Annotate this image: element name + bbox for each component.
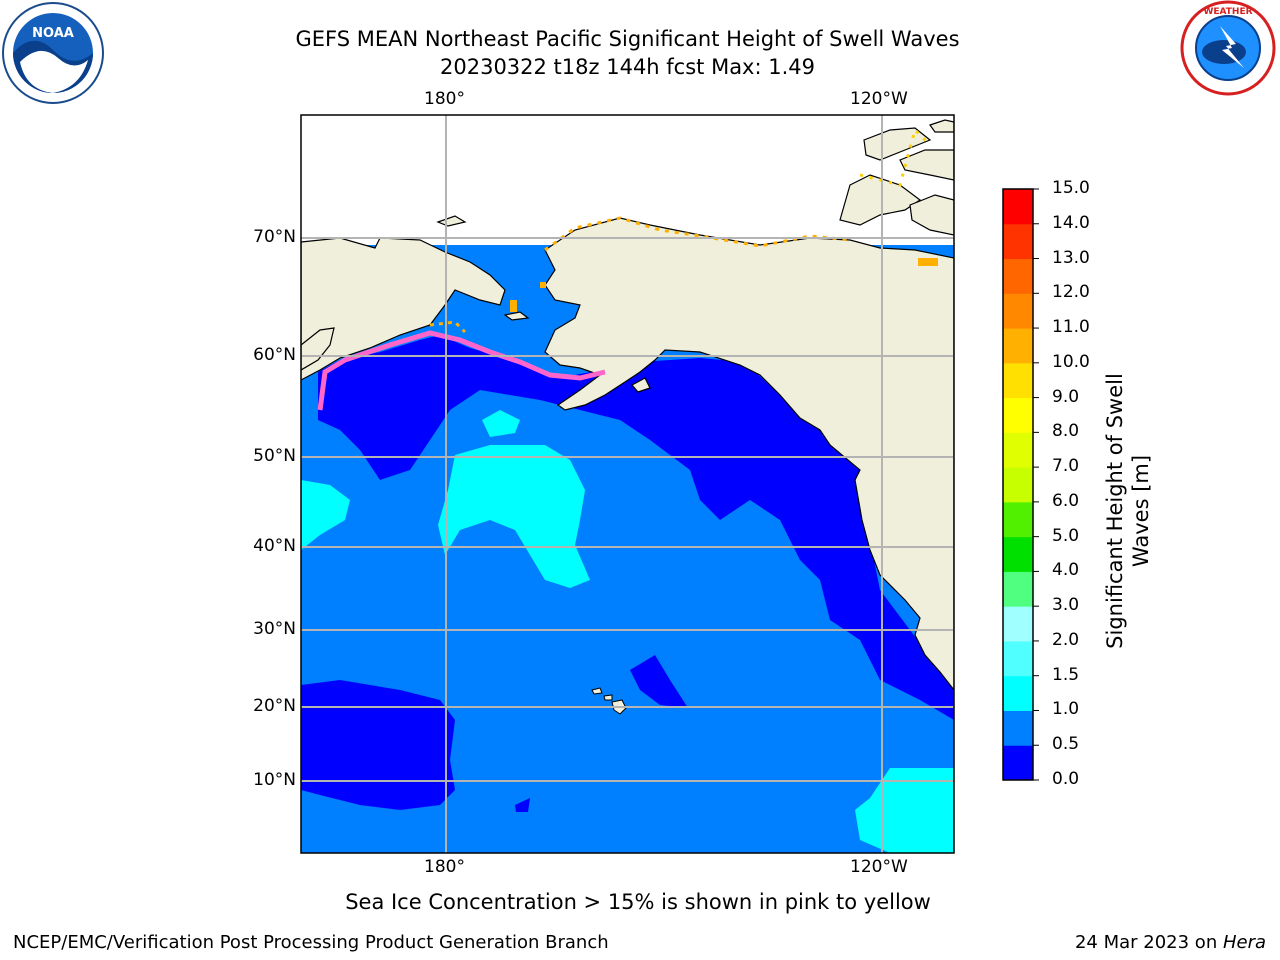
colorbar-tick-label: 8.0 — [1052, 421, 1080, 442]
lat-label-10n: 10°N — [253, 770, 296, 790]
colorbar-band — [1003, 328, 1033, 364]
swell-region-mid-small — [482, 410, 520, 437]
colorbar-tick-label: 1.5 — [1052, 664, 1080, 685]
colorbar-band — [1003, 501, 1033, 538]
chart-title: GEFS MEAN Northeast Pacific Significant … — [295, 27, 960, 51]
land-arctic-island-4 — [909, 194, 954, 236]
colorbar-band — [1003, 675, 1033, 711]
swell-region-low-hawaii — [630, 655, 688, 708]
colorbar-band — [1003, 640, 1033, 677]
credit-date-text: 24 Mar 2023 on — [1074, 932, 1223, 953]
colorbar-band — [1003, 362, 1033, 399]
swell-region-mid-westcoast — [301, 480, 350, 550]
colorbar-tick-label: 13.0 — [1052, 247, 1090, 268]
lat-label-20n: 20°N — [253, 696, 296, 716]
land-st-lawrence — [503, 311, 530, 321]
colorbar-tick-label: 3.0 — [1052, 595, 1080, 616]
colorbar-tick-label: 2.0 — [1052, 629, 1080, 650]
colorbar-frame — [1002, 188, 1034, 781]
colorbar-band — [1003, 606, 1033, 642]
noaa-logo: NOAA — [2, 2, 104, 104]
credit-host: Hera — [1222, 932, 1266, 953]
colorbar-title-line2: Waves [m] — [1129, 454, 1153, 568]
colorbar-tick-label: 7.0 — [1052, 456, 1080, 477]
colorbar-tick-label: 15.0 — [1052, 178, 1090, 198]
colorbar-tick-label: 5.0 — [1052, 525, 1080, 546]
sea-ice-note: Sea Ice Concentration > 15% is shown in … — [345, 890, 931, 914]
swell-region-low-north — [318, 335, 954, 720]
swell-region-mid-southeast — [855, 768, 954, 853]
colorbar-band — [1003, 223, 1033, 260]
colorbar-band — [1003, 293, 1033, 329]
colorbar-tick-label: 0.5 — [1052, 734, 1080, 755]
colorbar-tick-label: 14.0 — [1052, 212, 1090, 233]
svg-text:WEATHER: WEATHER — [1203, 7, 1252, 17]
colorbar-band — [1003, 189, 1033, 225]
lon-label-top-180: 180° — [424, 89, 465, 109]
lat-label-60n: 60°N — [253, 345, 296, 365]
map-frame — [300, 114, 955, 854]
colorbar-title: Significant Height of Swell Waves [m] — [1102, 301, 1154, 721]
land-kamchatka — [301, 327, 335, 371]
svg-text:NOAA: NOAA — [32, 26, 74, 41]
lat-label-30n: 30°N — [253, 619, 296, 639]
colorbar-band — [1003, 432, 1033, 468]
lat-label-50n: 50°N — [253, 446, 296, 466]
colorbar-band — [1003, 710, 1033, 746]
colorbar-band — [1003, 258, 1033, 294]
colorbar-tick-label: 10.0 — [1052, 351, 1090, 372]
land-alaska-canada — [544, 217, 954, 691]
land-arctic-island-1 — [839, 174, 922, 226]
land-wrangel — [436, 215, 467, 227]
colorbar-tick-label: 1.0 — [1052, 699, 1080, 720]
credit-branch: NCEP/EMC/Verification Post Processing Pr… — [13, 932, 609, 953]
colorbar-band — [1003, 467, 1033, 503]
land-kodiak — [631, 377, 651, 393]
swell-region-mid-central — [438, 445, 590, 588]
land-arctic-island-3 — [899, 149, 954, 181]
colorbar-band — [1003, 536, 1033, 572]
colorbar-tick-label: 0.0 — [1052, 769, 1080, 789]
lon-label-bottom-180: 180° — [424, 857, 465, 877]
colorbar-tick-label: 4.0 — [1052, 560, 1080, 581]
colorbar — [1003, 189, 1033, 781]
colorbar-tick-label: 12.0 — [1052, 282, 1090, 303]
colorbar-band — [1003, 745, 1033, 781]
colorbar-band — [1003, 571, 1033, 607]
lat-label-40n: 40°N — [253, 536, 296, 556]
colorbar-tick-label: 6.0 — [1052, 490, 1080, 511]
nws-logo: WEATHER — [1180, 0, 1276, 96]
chart-subtitle: 20230322 t18z 144h fcst Max: 1.49 — [440, 55, 815, 79]
colorbar-title-line1: Significant Height of Swell — [1103, 373, 1127, 649]
land-arctic-island-5 — [929, 119, 954, 133]
colorbar-tick-label: 9.0 — [1052, 386, 1080, 407]
credit-date: 24 Mar 2023 on Hera — [1075, 932, 1266, 953]
swell-region-low-southcentral — [515, 798, 530, 812]
swell-region-low-southwest — [301, 680, 455, 810]
colorbar-band — [1003, 397, 1033, 433]
lon-label-bottom-120w: 120°W — [850, 857, 908, 877]
sea-ice-overlay — [317, 127, 938, 411]
lat-label-70n: 70°N — [253, 227, 296, 247]
colorbar-tick-label: 11.0 — [1052, 317, 1090, 338]
lon-label-top-120w: 120°W — [850, 89, 908, 109]
map-gridlines — [301, 115, 954, 853]
